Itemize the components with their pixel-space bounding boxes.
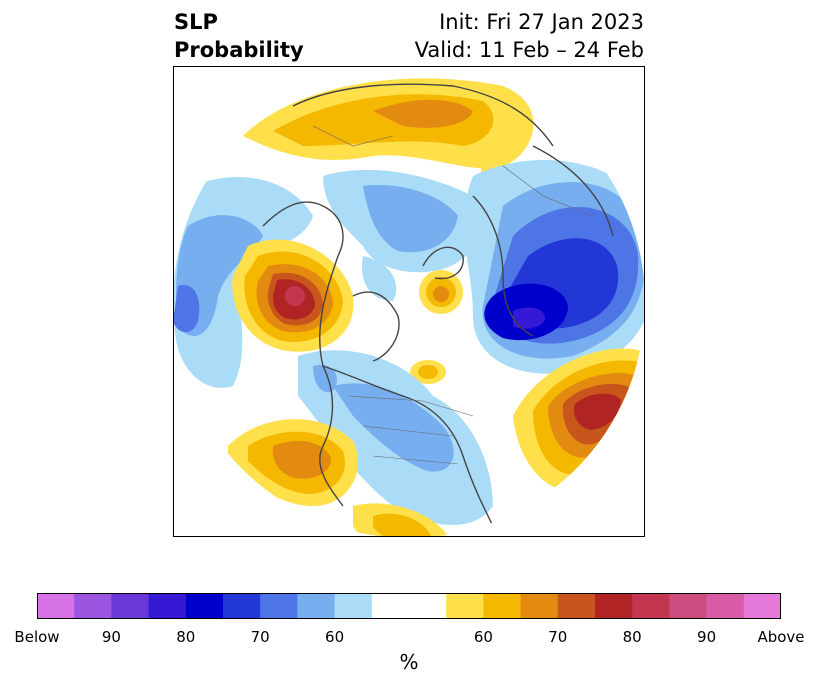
colorbar-tick-label: 90 bbox=[101, 628, 121, 646]
colorbar-segment bbox=[111, 593, 150, 619]
colorbar-tick-label: 60 bbox=[473, 628, 493, 646]
colorbar-segment bbox=[74, 593, 112, 619]
valid-range: Valid: 11 Feb – 24 Feb bbox=[414, 38, 644, 62]
colorbar-tick-label: Below bbox=[14, 628, 60, 646]
colorbar-segment bbox=[409, 593, 447, 619]
colorbar-segment bbox=[371, 593, 410, 619]
map-title: SLP Probability bbox=[174, 8, 304, 64]
colorbar-unit: % bbox=[399, 650, 419, 674]
colorbar-segment bbox=[334, 593, 373, 619]
north-america-negative-anomaly bbox=[298, 350, 493, 525]
colorbar-segment bbox=[520, 593, 559, 619]
colorbar-tick-label: Above bbox=[757, 628, 805, 646]
colorbar-tick-label: 70 bbox=[548, 628, 568, 646]
colorbar-border bbox=[37, 593, 781, 619]
colorbar-segment bbox=[743, 593, 781, 619]
colorbar-tick-label: 60 bbox=[325, 628, 345, 646]
greenland-positive-anomaly bbox=[410, 270, 463, 384]
pacific-positive-anomaly bbox=[232, 239, 354, 352]
init-date: Init: Fri 27 Jan 2023 bbox=[439, 10, 644, 34]
colorbar-segment bbox=[669, 593, 708, 619]
coastlines bbox=[262, 83, 614, 527]
borders bbox=[312, 125, 594, 465]
colorbar-segment bbox=[632, 593, 670, 619]
colorbar-tick-label: 90 bbox=[697, 628, 717, 646]
colorbar-segment bbox=[223, 593, 261, 619]
colorbar-segment bbox=[37, 593, 75, 619]
colorbar-segment bbox=[446, 593, 484, 619]
colorbar-segment bbox=[557, 593, 596, 619]
colorbar-segment bbox=[706, 593, 745, 619]
colorbar-segment bbox=[595, 593, 633, 619]
date-info: Init: Fri 27 Jan 2023 Valid: 11 Feb – 24… bbox=[415, 8, 644, 64]
title-line-2: Probability bbox=[174, 38, 304, 62]
colorbar-segment bbox=[260, 593, 298, 619]
title-line-1: SLP bbox=[174, 10, 218, 34]
arctic-negative-anomaly bbox=[173, 169, 481, 388]
colorbar-segment bbox=[148, 593, 187, 619]
colorbar-segment bbox=[185, 593, 224, 619]
probability-map bbox=[173, 66, 645, 537]
colorbar-segment bbox=[483, 593, 522, 619]
colorbar bbox=[37, 593, 781, 619]
colorbar-tick-label: 70 bbox=[250, 628, 270, 646]
colorbar-tick-label: 80 bbox=[622, 628, 642, 646]
colorbar-tick-label: 80 bbox=[176, 628, 196, 646]
colorbar-segment bbox=[297, 593, 336, 619]
